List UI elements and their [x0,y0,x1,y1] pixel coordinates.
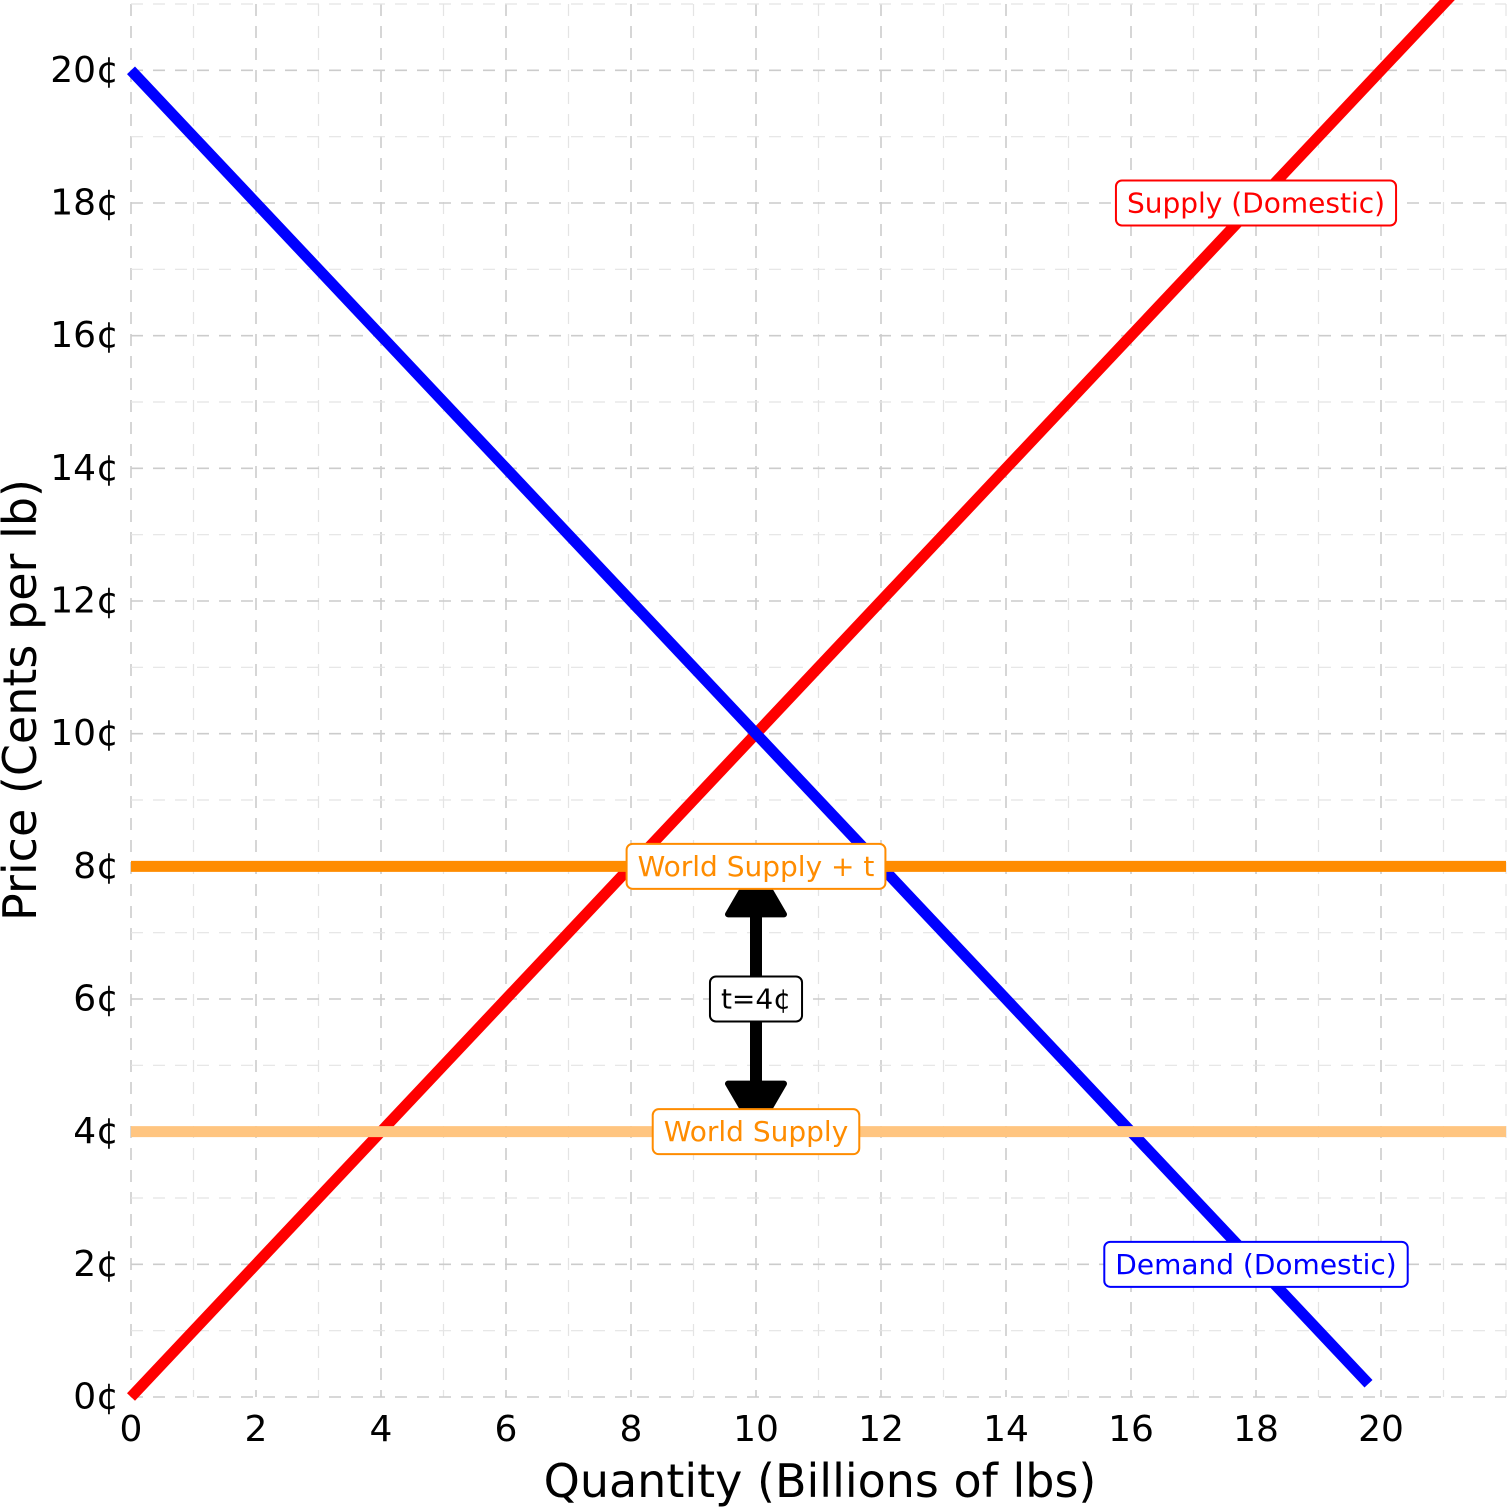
series-labels: Supply (Domestic) Demand (Domestic) World … [625,179,1409,1288]
tariff-arrow-head-up [725,863,787,918]
tariff-arrow-head-down [725,1080,787,1135]
series-label-demand-domestic: Demand (Domestic) [1103,1240,1409,1288]
x-tick-label: 14 [983,1409,1029,1450]
axis-ticks: 0 2 4 6 8 10 12 14 16 18 20 0¢ 2¢ 4¢ 6¢ 8¢ 10¢ 12¢ 14¢ 16¢ 1… [50,50,1404,1450]
y-tick-label: 0¢ [73,1377,119,1418]
y-tick-label: 4¢ [73,1111,119,1152]
x-tick-label: 10 [733,1409,779,1450]
series-label-world-supply-t-text: World Supply + t [638,850,875,883]
tariff-label: t=4¢ [708,975,804,1023]
x-axis-title: Quantity (Billions of lbs) [544,1454,1097,1508]
x-tick-label: 12 [858,1409,904,1450]
tariff-label-text: t=4¢ [721,983,791,1016]
x-tick-label: 8 [620,1409,643,1450]
grid [130,3,1507,1398]
series-label-supply-domestic-box [1114,179,1398,227]
series-label-demand-domestic-box [1103,1240,1409,1288]
series-label-supply-domestic-text: Supply (Domestic) [1127,187,1385,220]
tariff-label-box [708,975,804,1023]
y-tick-label: 8¢ [73,846,119,887]
x-tick-label: 0 [120,1409,143,1450]
series-label-world-supply-box [651,1108,861,1156]
y-tick-label: 18¢ [50,183,119,224]
series-line-demand-domestic [126,66,1373,1388]
series-label-world-supply-t: World Supply + t [625,842,887,890]
y-tick-label: 10¢ [50,713,119,754]
x-tick-label: 6 [495,1409,518,1450]
series-label-supply-domestic: Supply (Domestic) [1114,179,1398,227]
y-tick-label: 12¢ [50,581,119,622]
series-label-demand-domestic-text: Demand (Domestic) [1115,1248,1396,1281]
x-tick-label: 20 [1358,1409,1404,1450]
y-tick-label: 2¢ [73,1244,119,1285]
y-axis-title: Price (Cents per lb) [0,479,47,921]
series-label-world-supply-text: World Supply [664,1115,849,1148]
x-tick-label: 4 [370,1409,393,1450]
x-tick-label: 18 [1233,1409,1279,1450]
x-tick-label: 16 [1108,1409,1154,1450]
x-tick-label: 2 [245,1409,268,1450]
y-tick-label: 6¢ [73,979,119,1020]
series-label-world-supply-t-box [625,842,887,890]
y-tick-label: 14¢ [50,448,119,489]
series-label-world-supply: World Supply [651,1108,861,1156]
y-tick-label: 20¢ [50,50,119,91]
y-tick-label: 16¢ [50,315,119,356]
